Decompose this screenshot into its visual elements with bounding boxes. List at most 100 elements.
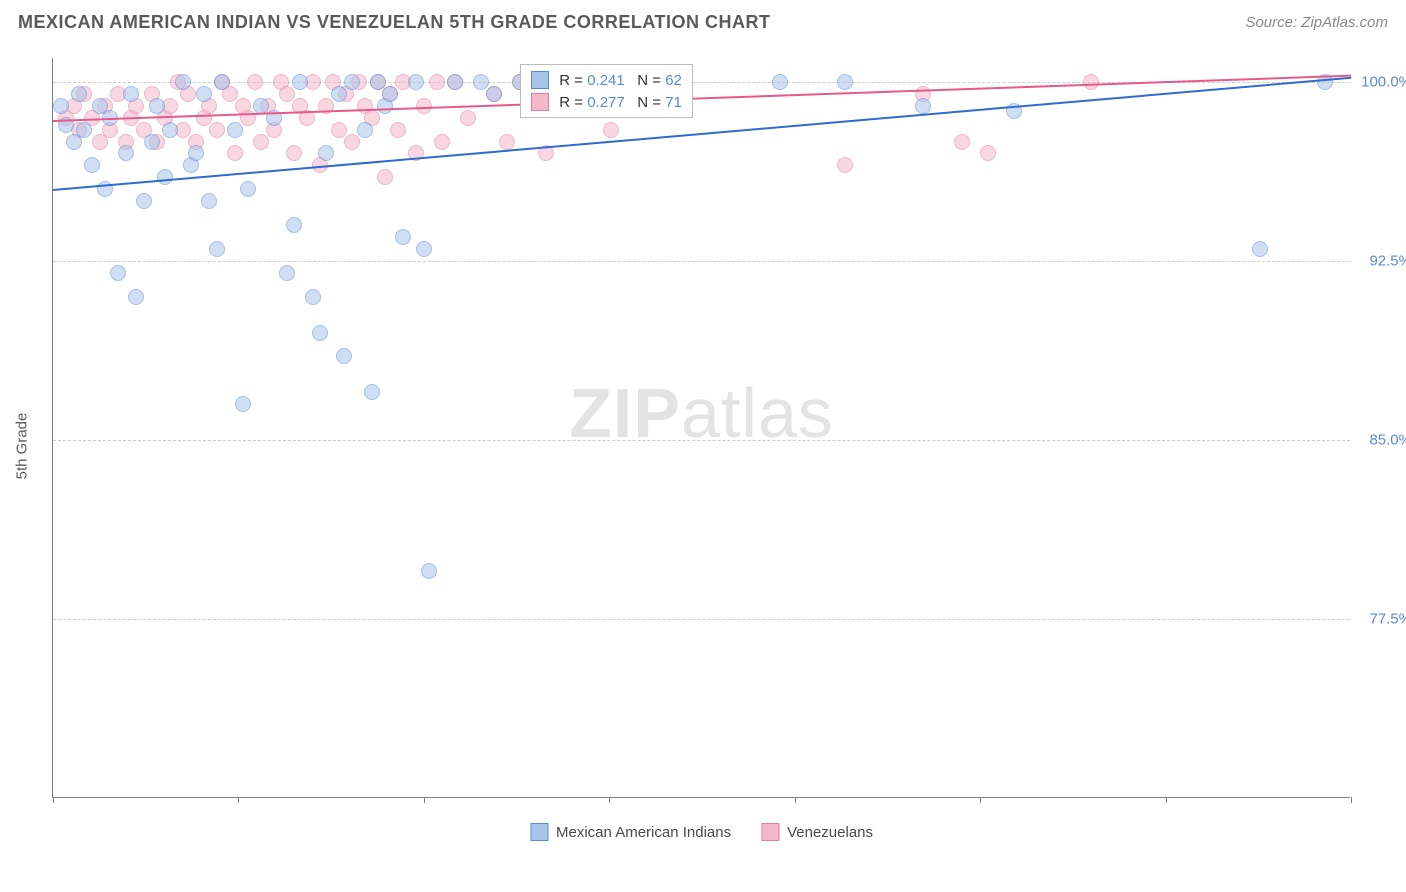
data-point [247,74,263,90]
data-point [84,157,100,173]
x-tick [980,797,981,803]
y-tick-label: 85.0% [1369,431,1406,448]
data-point [227,122,243,138]
data-point [331,86,347,102]
data-point [434,134,450,150]
data-point [123,86,139,102]
data-point [209,122,225,138]
data-point [837,157,853,173]
data-point [136,193,152,209]
legend-swatch [531,71,549,89]
data-point [377,169,393,185]
data-point [603,122,619,138]
data-point [279,86,295,102]
chart-header: MEXICAN AMERICAN INDIAN VS VENEZUELAN 5T… [0,0,1406,41]
data-point [421,563,437,579]
legend-row: R = 0.241 N = 62 [531,69,682,91]
data-point [460,110,476,126]
legend-swatch [761,823,779,841]
data-point [312,325,328,341]
data-point [473,74,489,90]
data-point [175,74,191,90]
data-point [1083,74,1099,90]
data-point [344,134,360,150]
data-point [364,384,380,400]
data-point [980,145,996,161]
legend-label: Venezuelans [787,824,873,841]
data-point [499,134,515,150]
data-point [235,396,251,412]
data-point [837,74,853,90]
data-point [279,265,295,281]
legend-swatch [531,93,549,111]
data-point [292,74,308,90]
chart-title: MEXICAN AMERICAN INDIAN VS VENEZUELAN 5T… [18,12,771,33]
data-point [76,122,92,138]
x-tick [424,797,425,803]
data-point [209,241,225,257]
data-point [395,229,411,245]
data-point [382,86,398,102]
y-tick-label: 77.5% [1369,610,1406,627]
data-point [357,122,373,138]
data-point [390,122,406,138]
data-point [188,145,204,161]
data-point [253,98,269,114]
data-point [240,181,256,197]
legend-item: Mexican American Indians [530,823,731,841]
chart-source: Source: ZipAtlas.com [1245,14,1388,31]
legend-swatch [530,823,548,841]
gridline [53,261,1350,262]
data-point [253,134,269,150]
data-point [447,74,463,90]
data-point [1252,241,1268,257]
chart-plot-area: ZIPatlas 77.5%85.0%92.5%100.0%R = 0.241 … [52,58,1350,798]
trend-line [53,77,1351,191]
legend-item: Venezuelans [761,823,873,841]
data-point [53,98,69,114]
y-tick-label: 92.5% [1369,252,1406,269]
legend-row: R = 0.277 N = 71 [531,91,682,113]
data-point [71,86,87,102]
data-point [110,265,126,281]
data-point [429,74,445,90]
data-point [144,134,160,150]
data-point [336,348,352,364]
x-tick [609,797,610,803]
gridline [53,619,1350,620]
gridline [53,440,1350,441]
x-tick [53,797,54,803]
data-point [305,289,321,305]
legend-stats: R = 0.241 N = 62 [559,72,682,89]
legend-stats: R = 0.277 N = 71 [559,94,682,111]
data-point [286,145,302,161]
data-point [162,122,178,138]
data-point [954,134,970,150]
data-point [416,98,432,114]
data-point [331,122,347,138]
data-point [286,217,302,233]
data-point [486,86,502,102]
y-tick-label: 100.0% [1361,73,1406,90]
y-axis-label: 5th Grade [14,413,31,480]
correlation-legend: R = 0.241 N = 62 R = 0.277 N = 71 [520,64,693,118]
data-point [157,169,173,185]
x-tick [1166,797,1167,803]
data-point [128,289,144,305]
data-point [370,74,386,90]
legend-label: Mexican American Indians [556,824,731,841]
data-point [201,193,217,209]
data-point [416,241,432,257]
data-point [196,86,212,102]
data-point [118,145,134,161]
x-tick [1351,797,1352,803]
x-tick [238,797,239,803]
data-point [214,74,230,90]
data-point [408,74,424,90]
data-point [149,98,165,114]
data-point [227,145,243,161]
x-tick [795,797,796,803]
series-legend: Mexican American Indians Venezuelans [530,823,873,841]
data-point [772,74,788,90]
data-point [318,145,334,161]
